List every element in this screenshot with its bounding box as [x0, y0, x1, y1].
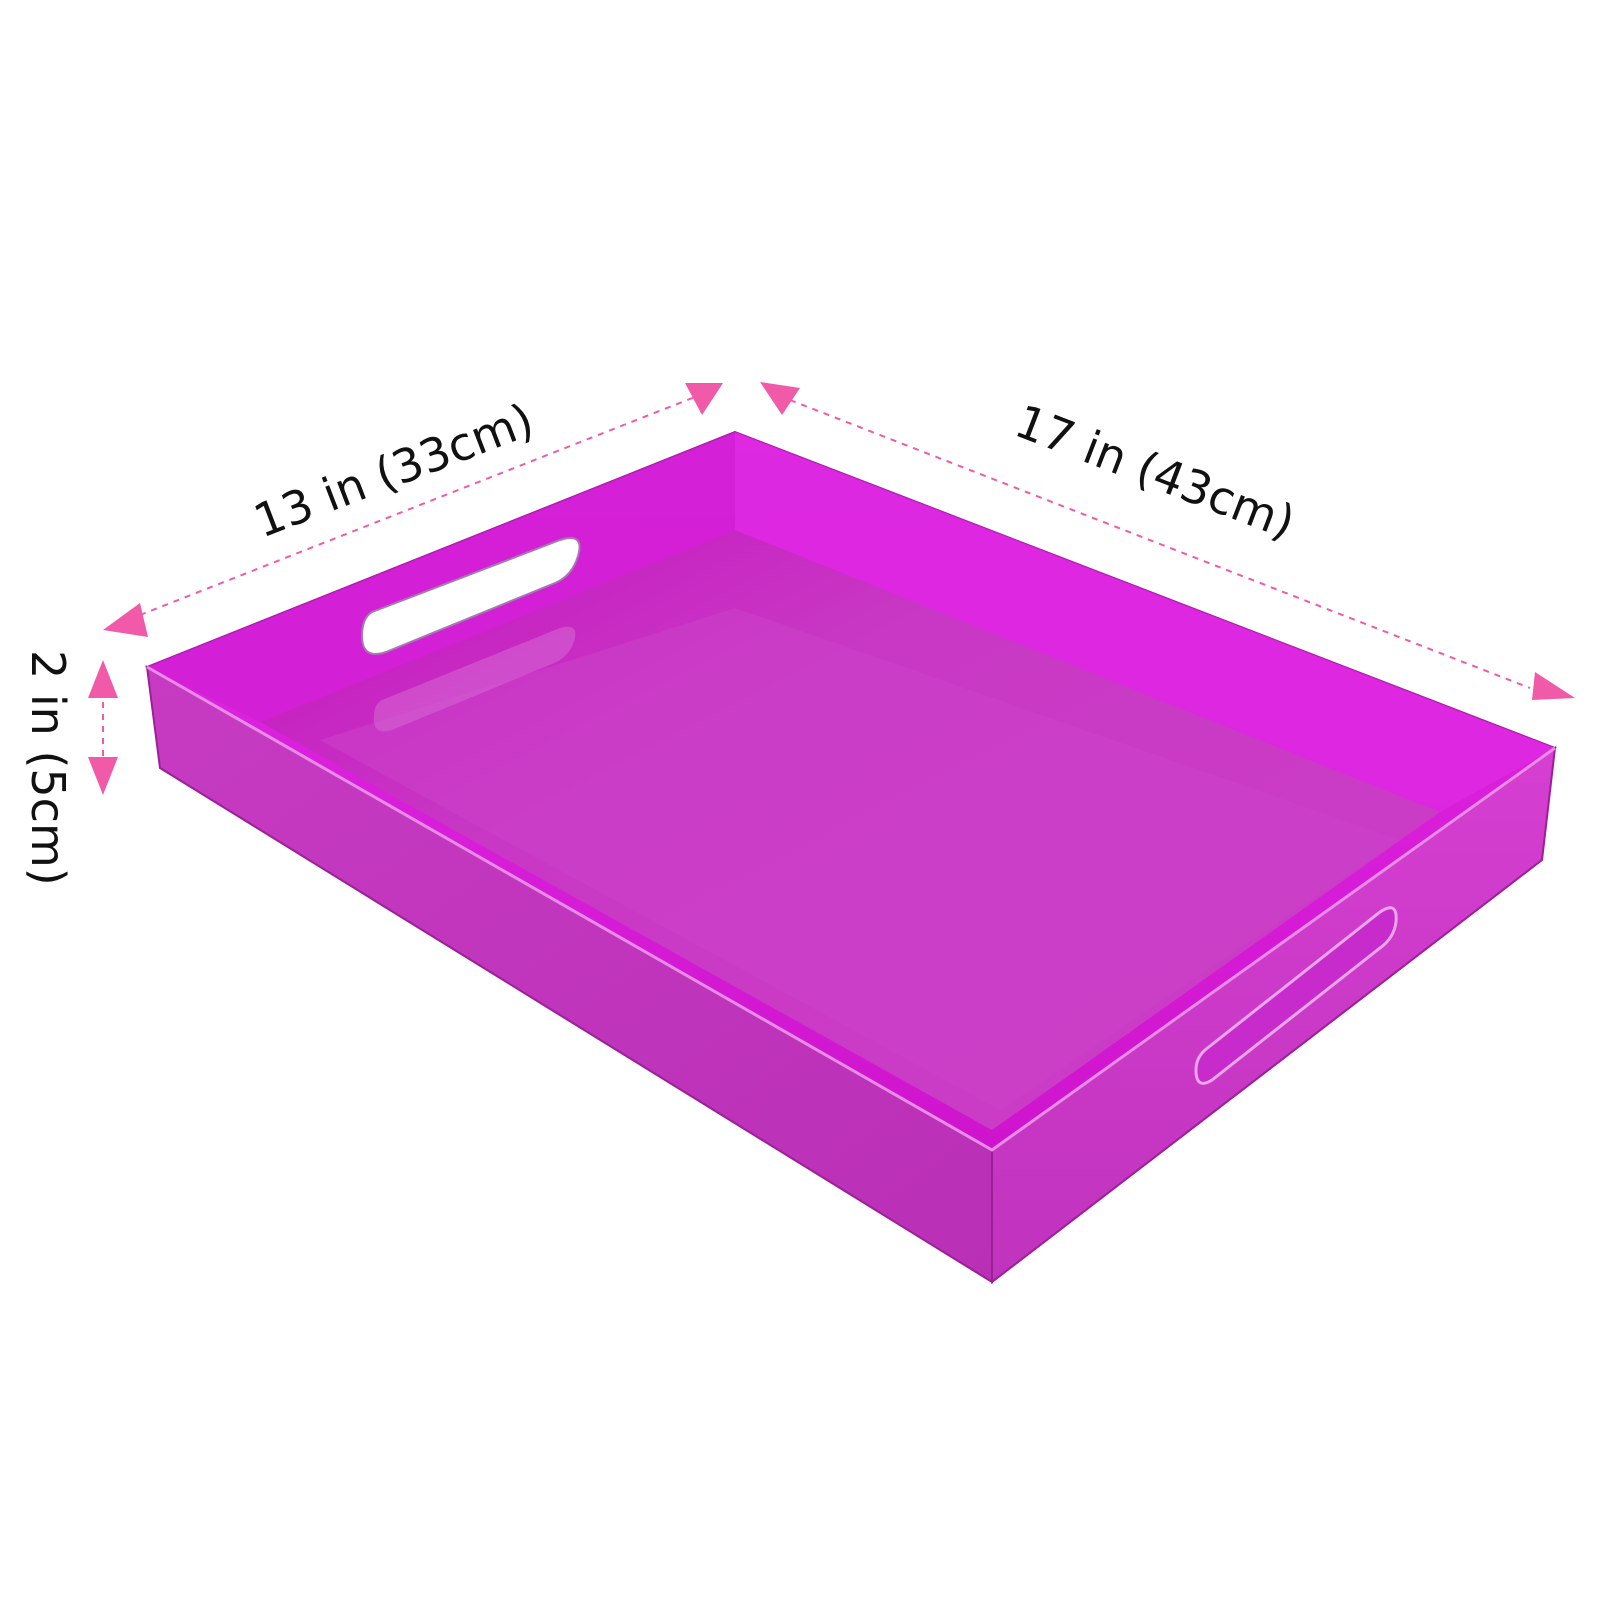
handle-right	[1194, 906, 1398, 1085]
tray-floor-highlight	[320, 608, 1400, 1110]
width-label: 13 in (33cm)	[247, 392, 541, 548]
length-dashed-line	[789, 399, 1531, 689]
triangle-arrowhead-icon	[685, 383, 723, 415]
handle-left-reflection	[373, 626, 576, 732]
height-label: 2 in (5cm)	[21, 650, 75, 886]
tray-inner-back-wall	[147, 432, 735, 722]
handle-left	[360, 537, 581, 732]
oval-cutout-handle-icon	[360, 537, 581, 655]
triangle-arrowhead-icon	[1532, 672, 1575, 700]
triangle-arrowhead-icon	[88, 660, 118, 698]
triangle-arrowhead-icon	[760, 382, 800, 415]
triangle-arrowhead-icon	[103, 603, 148, 637]
tray	[144, 430, 1558, 1285]
width-dashed-line	[139, 394, 701, 616]
oval-cutout-handle-icon	[1194, 906, 1398, 1085]
tray-inner-right-wall	[735, 432, 1555, 812]
triangle-arrowhead-icon	[88, 757, 118, 795]
tray-rim-edge	[146, 665, 1556, 1152]
length-label: 17 in (43cm)	[1008, 394, 1302, 550]
dimension-height: 2 in (5cm)	[21, 650, 118, 886]
